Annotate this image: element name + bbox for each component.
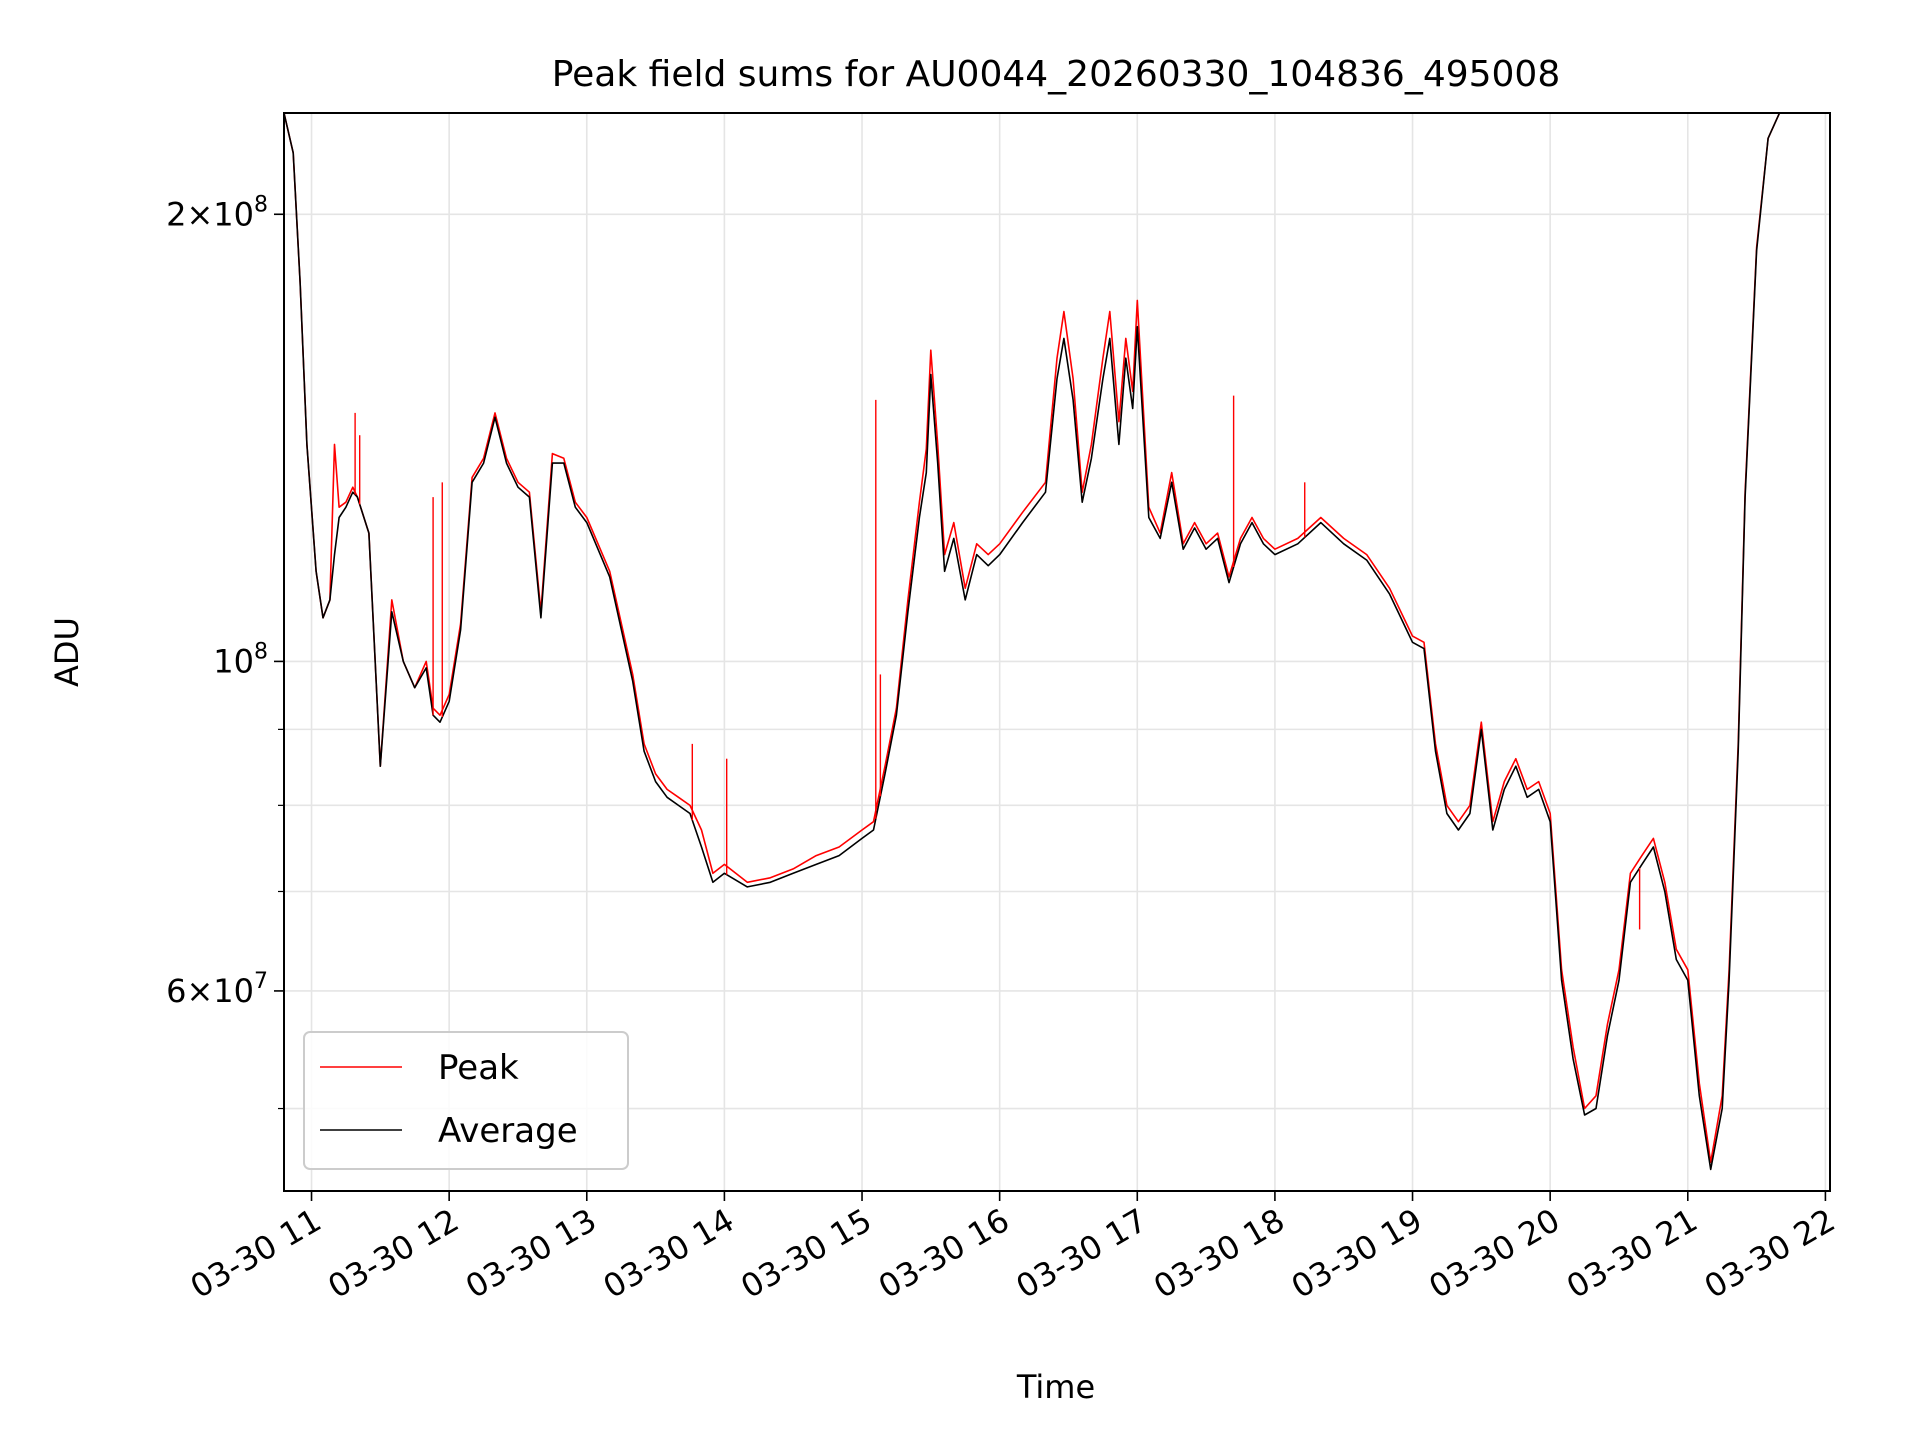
y-tick-label: 108 — [213, 639, 268, 680]
plot-lines — [284, 113, 1781, 1171]
series-line-average — [284, 113, 1781, 1171]
y-axis: 108 2×108 6×107 — [166, 192, 284, 1110]
legend: Peak Average — [303, 1031, 629, 1170]
legend-label-peak: Peak — [438, 1048, 519, 1088]
x-axis-label: Time — [1016, 1368, 1095, 1406]
plot-frame — [283, 112, 1831, 1192]
y-axis-label: ADU — [48, 617, 86, 687]
legend-label-average: Average — [438, 1111, 578, 1151]
y-tick-label: 6×107 — [166, 969, 268, 1010]
chart-title: Peak field sums for AU0044_20260330_1048… — [552, 54, 1561, 95]
y-tick-label: 2×108 — [166, 192, 268, 233]
series-line-peak — [284, 113, 1781, 1164]
grid — [284, 113, 1830, 1191]
